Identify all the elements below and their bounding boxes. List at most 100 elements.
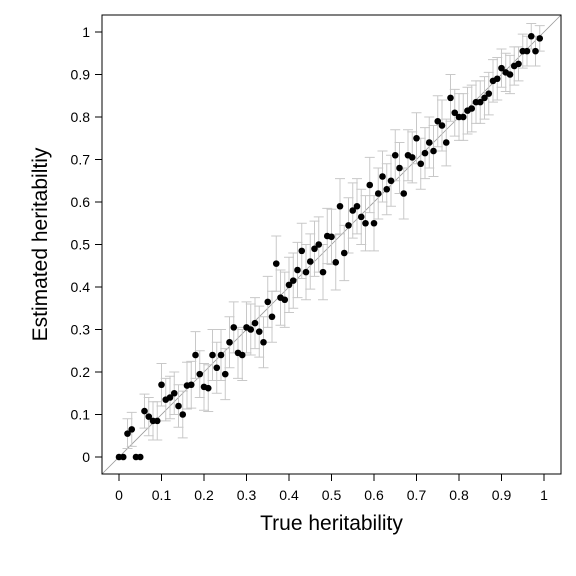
point-layer: [115, 32, 544, 461]
data-point: [251, 319, 259, 327]
y-tick-label: 0.8: [71, 109, 91, 125]
y-tick-label: 0.4: [71, 279, 91, 295]
data-point: [336, 202, 344, 210]
data-point: [141, 407, 148, 415]
data-point: [345, 222, 352, 229]
y-tick-label: 0.5: [71, 237, 91, 253]
data-point: [119, 453, 127, 461]
data-point: [447, 94, 454, 102]
data-point: [451, 109, 459, 117]
data-point: [153, 417, 161, 425]
data-point: [370, 219, 378, 227]
y-tick-label: 0.2: [71, 364, 91, 380]
data-point: [311, 245, 318, 253]
data-point: [264, 298, 272, 306]
data-point: [332, 259, 340, 266]
data-point: [226, 338, 233, 346]
data-point: [272, 260, 280, 267]
y-tick-label: 0.7: [71, 152, 91, 168]
data-point: [379, 173, 386, 180]
data-point: [124, 430, 131, 437]
data-point: [417, 160, 425, 168]
x-tick-label: 0.1: [152, 487, 172, 503]
data-point: [158, 381, 165, 389]
x-tick-label: 0.9: [492, 487, 512, 503]
data-point: [196, 370, 204, 378]
x-tick-label: 1: [540, 487, 548, 503]
x-tick-label: 0.4: [279, 487, 299, 503]
data-point: [536, 35, 544, 42]
data-point: [476, 98, 484, 106]
data-point: [170, 389, 178, 397]
data-point: [289, 277, 297, 284]
data-point: [532, 47, 539, 55]
y-tick-label: 0.3: [71, 322, 91, 338]
data-point: [353, 202, 361, 210]
x-axis-ticks: 0 0.1 0.2 0.3 0.4 0.5 0.6 0.7 0.8 0.9 1: [115, 474, 548, 503]
data-point: [485, 90, 493, 97]
y-tick-label: 0.6: [71, 194, 91, 210]
data-point: [247, 326, 255, 333]
data-point: [192, 351, 199, 359]
data-point: [515, 60, 522, 68]
data-point: [145, 413, 153, 420]
data-point: [442, 139, 450, 146]
data-point: [498, 64, 505, 72]
data-point: [128, 426, 136, 433]
data-point: [306, 258, 314, 265]
y-tick-label: 1: [82, 24, 90, 40]
data-point: [430, 147, 437, 155]
data-point: [481, 94, 488, 102]
data-point: [434, 117, 442, 125]
data-point: [175, 402, 182, 410]
y-tick-label: 0.1: [71, 407, 91, 423]
data-point: [209, 351, 216, 359]
data-point: [349, 207, 357, 214]
data-point: [357, 213, 365, 221]
data-point: [425, 139, 433, 146]
data-point: [438, 122, 446, 129]
data-point: [136, 453, 144, 461]
data-point: [493, 75, 501, 83]
data-point: [340, 249, 348, 257]
x-tick-label: 0.8: [449, 487, 469, 503]
data-point: [213, 364, 221, 372]
data-point: [298, 247, 306, 255]
data-point: [281, 296, 289, 304]
data-point: [255, 328, 263, 335]
data-point: [179, 411, 187, 418]
x-tick-label: 0.6: [364, 487, 384, 503]
data-point: [396, 164, 403, 172]
data-point: [166, 394, 174, 401]
data-point: [523, 47, 531, 55]
data-point: [527, 32, 535, 40]
data-point: [391, 151, 399, 159]
data-point: [468, 105, 476, 112]
data-point: [374, 190, 382, 197]
data-point: [187, 381, 195, 389]
data-point: [328, 233, 335, 241]
data-point: [383, 185, 391, 193]
x-tick-label: 0.7: [407, 487, 427, 503]
x-tick-label: 0: [115, 487, 123, 503]
x-tick-label: 0.3: [237, 487, 257, 503]
y-axis-ticks: 0 0.1 0.2 0.3 0.4 0.5 0.6 0.7 0.8 0.9 1: [71, 24, 102, 465]
data-point: [319, 268, 327, 276]
data-point: [366, 181, 374, 189]
data-point: [302, 268, 310, 276]
data-point: [459, 113, 467, 121]
data-point: [217, 351, 225, 359]
data-point: [387, 177, 395, 185]
x-axis-title: True heritability: [260, 512, 403, 535]
y-tick-label: 0.9: [71, 67, 91, 83]
data-point: [408, 154, 416, 161]
y-tick-label: 0: [82, 449, 90, 465]
data-point: [421, 149, 429, 157]
data-point: [260, 338, 267, 346]
data-point: [413, 134, 420, 142]
data-point: [506, 71, 514, 78]
data-point: [362, 219, 369, 227]
data-point: [268, 313, 276, 321]
data-point: [400, 190, 408, 197]
